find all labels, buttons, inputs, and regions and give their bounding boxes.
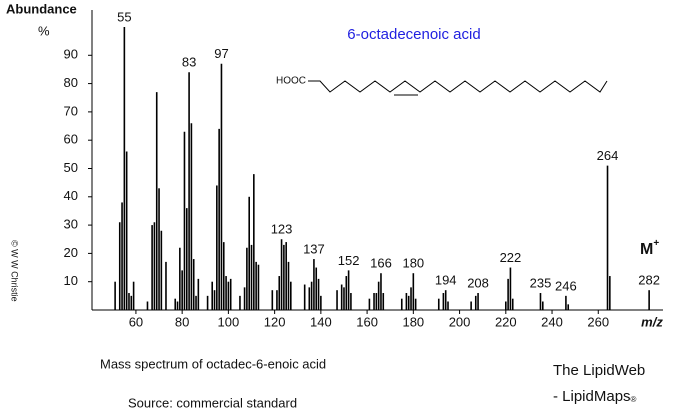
x-tick-label: 140 [310,314,332,329]
peak-label: 55 [117,9,131,24]
brand-name: - LipidMaps [553,388,631,405]
structure-label: HOOC [276,76,306,87]
y-axis-label: Abundance [6,1,77,16]
peak-label: 83 [182,55,196,70]
y-tick-label: 10 [64,273,78,288]
x-tick-label: 160 [356,314,378,329]
peak-label: 246 [555,278,577,293]
peak-label: 222 [500,250,522,265]
peak-label: 166 [370,256,392,271]
molecular-ion-charge: + [653,238,659,249]
peak-label: 264 [597,148,619,163]
brand: The LipidWeb [553,362,645,379]
x-tick-label: 100 [218,314,240,329]
y-tick-label: 60 [64,132,78,147]
peak-label: 282 [638,273,660,288]
caption: Mass spectrum of octadec-6-enoic acid [100,356,326,371]
y-tick-label: 90 [64,47,78,62]
peak-label: 152 [338,253,360,268]
peak-label: 180 [402,256,424,271]
y-tick-label: 80 [64,75,78,90]
molecular-ion-label: M+ [640,238,659,259]
peak-label: 97 [214,46,228,61]
brand: - LipidMaps® [553,388,637,405]
y-axis-unit: % [38,23,50,38]
source: Source: commercial standard [128,395,297,410]
x-tick-label: 80 [175,314,189,329]
y-tick-label: 40 [64,188,78,203]
x-tick-label: 60 [129,314,143,329]
molecular-ion: M [640,241,653,258]
x-tick-label: 240 [541,314,563,329]
peak-label: 194 [435,273,457,288]
peak-label: 137 [303,241,325,256]
x-tick-label: 120 [264,314,286,329]
peak-label: 123 [271,222,293,237]
peak-label: 208 [467,275,489,290]
x-tick-label: 260 [587,314,609,329]
y-tick-label: 30 [64,217,78,232]
y-tick-label: 50 [64,160,78,175]
brand-mark: ® [631,395,637,404]
x-tick-label: 180 [402,314,424,329]
y-tick-label: 70 [64,103,78,118]
y-tick-label: 20 [64,245,78,260]
x-axis-label: m/z [641,314,663,329]
x-tick-label: 200 [449,314,471,329]
structure-chain [308,80,608,93]
peak-label: 235 [530,275,552,290]
chart-title: 6-octadecenoic acid [347,26,480,43]
x-tick-label: 220 [495,314,517,329]
copyright: © W W Christie [10,240,20,302]
